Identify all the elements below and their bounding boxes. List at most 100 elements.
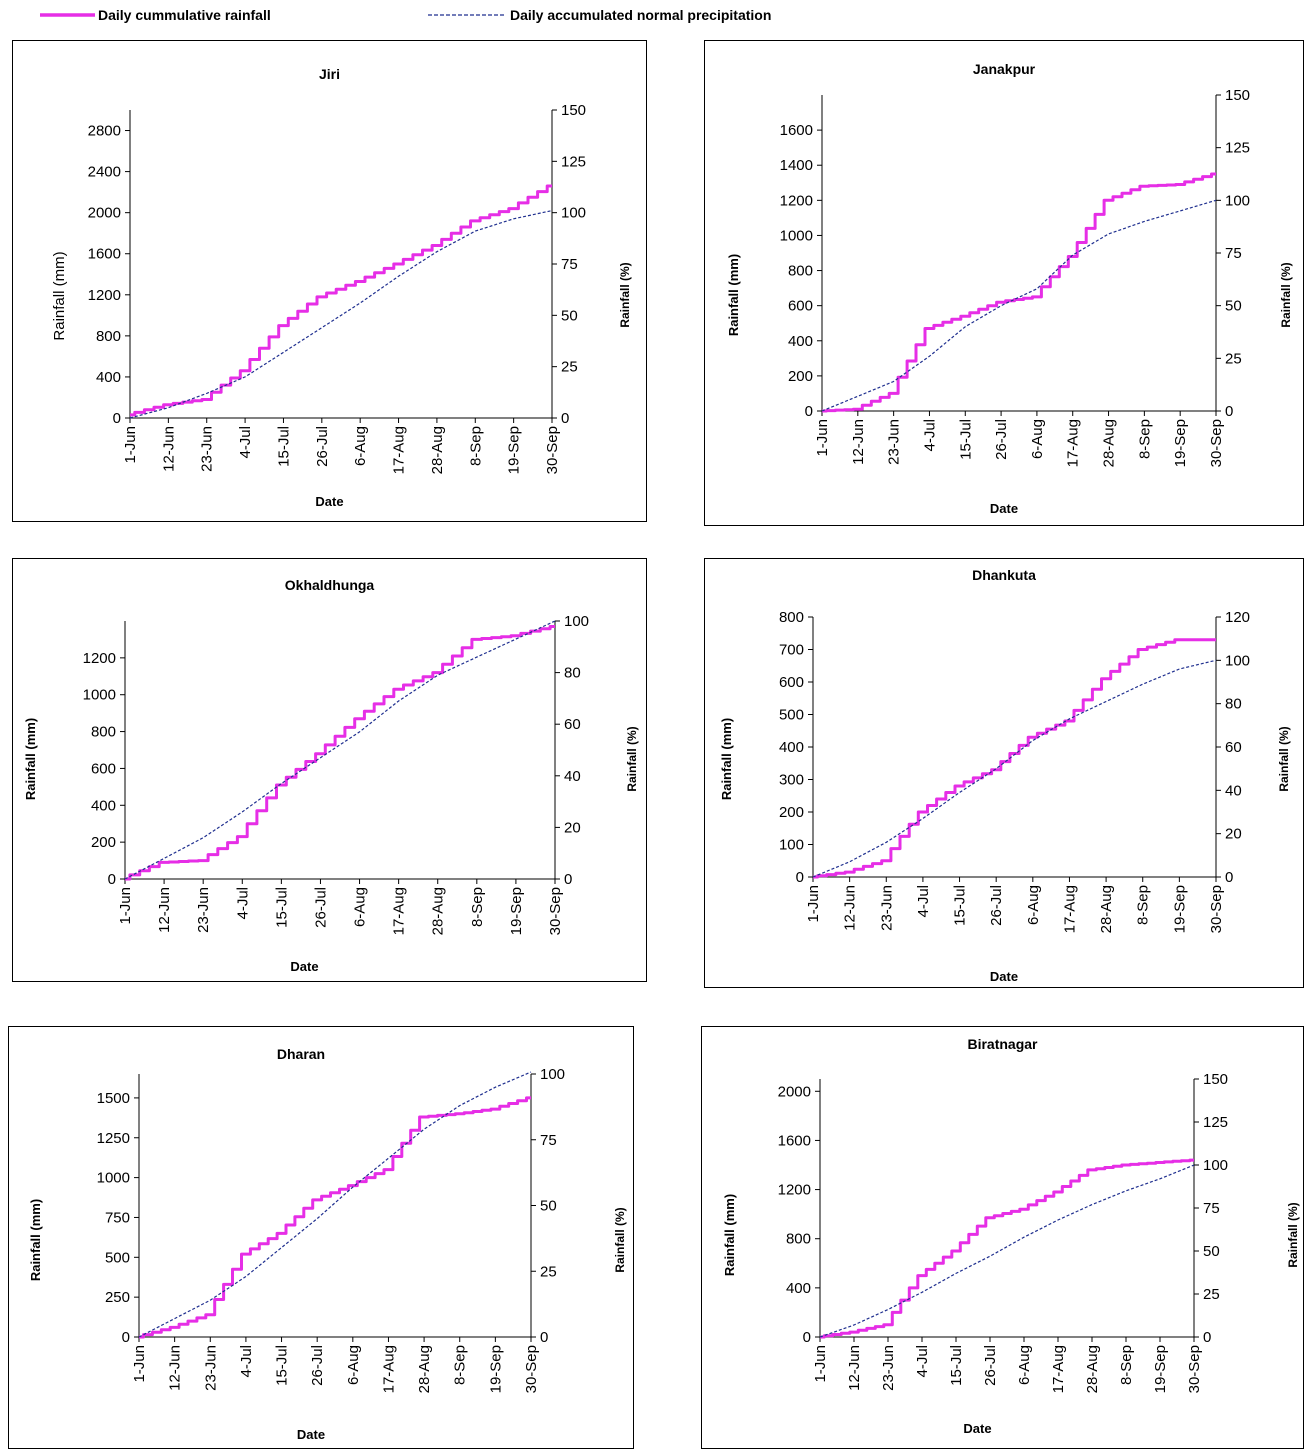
- y-tick-label-left: 400: [779, 739, 804, 756]
- y-tick-label-right: 25: [1225, 350, 1242, 367]
- y-axis-label-left: Rainfall (mm): [23, 717, 38, 801]
- plot-jiri: 0 400 800 1200 1600 2000 2400 2800 0 25 50 75 100 125…: [88, 102, 586, 474]
- x-tick-label: 8-Sep: [452, 1345, 469, 1385]
- x-tick-label: 15-Jul: [948, 1345, 965, 1386]
- y-tick-label-left: 750: [105, 1209, 130, 1226]
- series-line-normal: [124, 620, 556, 880]
- chart-panel-biratnagar: 0 400 800 1200 1600 2000 0 25 50 75 100 125 150 1-Jun…: [701, 1026, 1304, 1449]
- x-tick-label: 26-Jul: [312, 887, 329, 928]
- x-tick-label: 19-Sep: [508, 887, 525, 935]
- x-tick-label: 28-Aug: [1101, 419, 1118, 467]
- y-tick-label-right: 25: [1203, 1286, 1220, 1303]
- x-axis-label: Date: [290, 959, 319, 974]
- series-line-normal: [812, 659, 1217, 878]
- y-tick-label-right: 25: [540, 1263, 557, 1280]
- y-tick-label-right: 0: [561, 410, 569, 427]
- x-tick-label: 15-Jul: [957, 419, 974, 460]
- y-tick-label-right: 100: [561, 205, 586, 222]
- y-tick-label-right: 150: [1203, 1071, 1228, 1088]
- y-tick-label-left: 1500: [97, 1090, 130, 1107]
- y-axis-label-left: Rainfall (mm): [28, 1198, 43, 1282]
- x-tick-label: 19-Sep: [506, 426, 523, 474]
- x-tick-label: 15-Jul: [952, 885, 969, 926]
- x-tick-label: 15-Jul: [274, 1345, 291, 1386]
- y-tick-label-right: 60: [564, 716, 581, 733]
- chart-panel-dhankuta: 0 100 200 300 400 500 600 700 800 0 20 40 60 80 100 120…: [704, 558, 1304, 988]
- x-tick-label: 4-Jul: [915, 885, 932, 918]
- x-tick-label: 6-Aug: [352, 426, 369, 466]
- y-axis-label-right: Rainfall (%): [625, 726, 639, 792]
- x-tick-label: 1-Jun: [805, 885, 822, 923]
- x-tick-label: 26-Jul: [309, 1345, 326, 1386]
- y-axis-label-right: Rainfall (%): [1277, 726, 1291, 792]
- chart-legend: Daily cummulative rainfall Daily accumul…: [40, 7, 771, 23]
- x-tick-label: 17-Aug: [1065, 419, 1082, 467]
- x-tick-label: 30-Sep: [1208, 419, 1225, 467]
- y-tick-label-left: 0: [803, 1329, 811, 1346]
- y-axis-label-right: Rainfall (%): [613, 1207, 627, 1273]
- x-tick-label: 28-Aug: [1098, 885, 1115, 933]
- y-tick-label-right: 50: [540, 1198, 557, 1215]
- y-tick-label-right: 100: [540, 1066, 565, 1083]
- y-tick-label-left: 100: [779, 837, 804, 854]
- x-tick-label: 1-Jun: [812, 1345, 829, 1383]
- y-tick-label-left: 800: [788, 263, 813, 280]
- y-tick-label-right: 125: [561, 153, 586, 170]
- x-tick-label: 12-Jun: [160, 426, 177, 472]
- x-tick-label: 23-Jun: [880, 1345, 897, 1391]
- y-tick-label-right: 150: [1225, 87, 1250, 104]
- x-tick-label: 26-Jul: [982, 1345, 999, 1386]
- y-tick-label-right: 150: [561, 102, 586, 119]
- y-tick-label-left: 1000: [83, 687, 116, 704]
- y-tick-label-left: 1200: [780, 192, 813, 209]
- series-line-rainfall: [820, 1158, 1194, 1339]
- legend-label-rainfall: Daily cummulative rainfall: [98, 7, 271, 23]
- y-tick-label-left: 2000: [778, 1083, 811, 1100]
- y-tick-label-right: 100: [1225, 652, 1250, 669]
- y-tick-label-right: 80: [564, 665, 581, 682]
- y-tick-label-left: 0: [122, 1329, 130, 1346]
- y-axis-label-right: Rainfall (%): [1279, 262, 1293, 328]
- x-tick-label: 17-Aug: [1061, 885, 1078, 933]
- series-line-normal: [129, 210, 553, 419]
- x-tick-label: 28-Aug: [1084, 1345, 1101, 1393]
- y-tick-label-left: 1600: [778, 1132, 811, 1149]
- y-tick-label-left: 2400: [88, 164, 121, 181]
- x-axis-label: Date: [989, 501, 1019, 516]
- chart-panel-janakpur: 0 200 400 600 800 1000 1200 1400 1600 0 25 50 75 100 1…: [704, 40, 1304, 526]
- y-tick-label-right: 50: [1203, 1243, 1220, 1260]
- x-tick-label: 4-Jul: [914, 1345, 931, 1378]
- y-tick-label-left: 800: [786, 1231, 811, 1248]
- x-tick-label: 1-Jun: [117, 887, 134, 925]
- x-tick-label: 4-Jul: [237, 426, 254, 459]
- x-axis-label: Date: [963, 1421, 992, 1436]
- x-tick-label: 30-Sep: [547, 887, 564, 935]
- x-tick-label: 19-Sep: [487, 1345, 504, 1393]
- y-tick-label-left: 500: [779, 707, 804, 724]
- chart-panel-dharan: 0 250 500 750 1000 1250 1500 0 25 50 75 100 1-Jun 12-…: [8, 1026, 634, 1449]
- y-tick-label-right: 50: [1225, 298, 1242, 315]
- x-tick-label: 8-Sep: [467, 426, 484, 466]
- legend-label-normal: Daily accumulated normal precipitation: [510, 7, 771, 23]
- y-tick-label-right: 25: [561, 359, 578, 376]
- x-tick-label: 30-Sep: [544, 426, 561, 474]
- y-tick-label-left: 0: [796, 869, 804, 886]
- y-tick-label-left: 1200: [88, 287, 121, 304]
- x-tick-label: 4-Jul: [234, 887, 251, 920]
- y-tick-label-right: 75: [1225, 245, 1242, 262]
- y-tick-label-right: 20: [1225, 826, 1242, 843]
- plot-janakpur: 0 200 400 600 800 1000 1200 1400 1600 0 25 50 75 100 1…: [780, 87, 1250, 467]
- x-tick-label: 8-Sep: [1135, 885, 1152, 925]
- y-tick-label-right: 100: [1203, 1157, 1228, 1174]
- x-tick-label: 6-Aug: [345, 1345, 362, 1385]
- y-axis-label-left: Rainfall (mm): [726, 253, 741, 337]
- series-line-rainfall: [130, 184, 552, 417]
- y-tick-label-left: 200: [779, 804, 804, 821]
- y-tick-label-left: 800: [91, 724, 116, 741]
- x-tick-label: 26-Jul: [988, 885, 1005, 926]
- y-tick-label-right: 100: [1225, 192, 1250, 209]
- x-tick-label: 12-Jun: [846, 1345, 863, 1391]
- x-tick-label: 30-Sep: [1208, 885, 1225, 933]
- x-tick-label: 12-Jun: [156, 887, 173, 933]
- y-tick-label-right: 40: [1225, 782, 1242, 799]
